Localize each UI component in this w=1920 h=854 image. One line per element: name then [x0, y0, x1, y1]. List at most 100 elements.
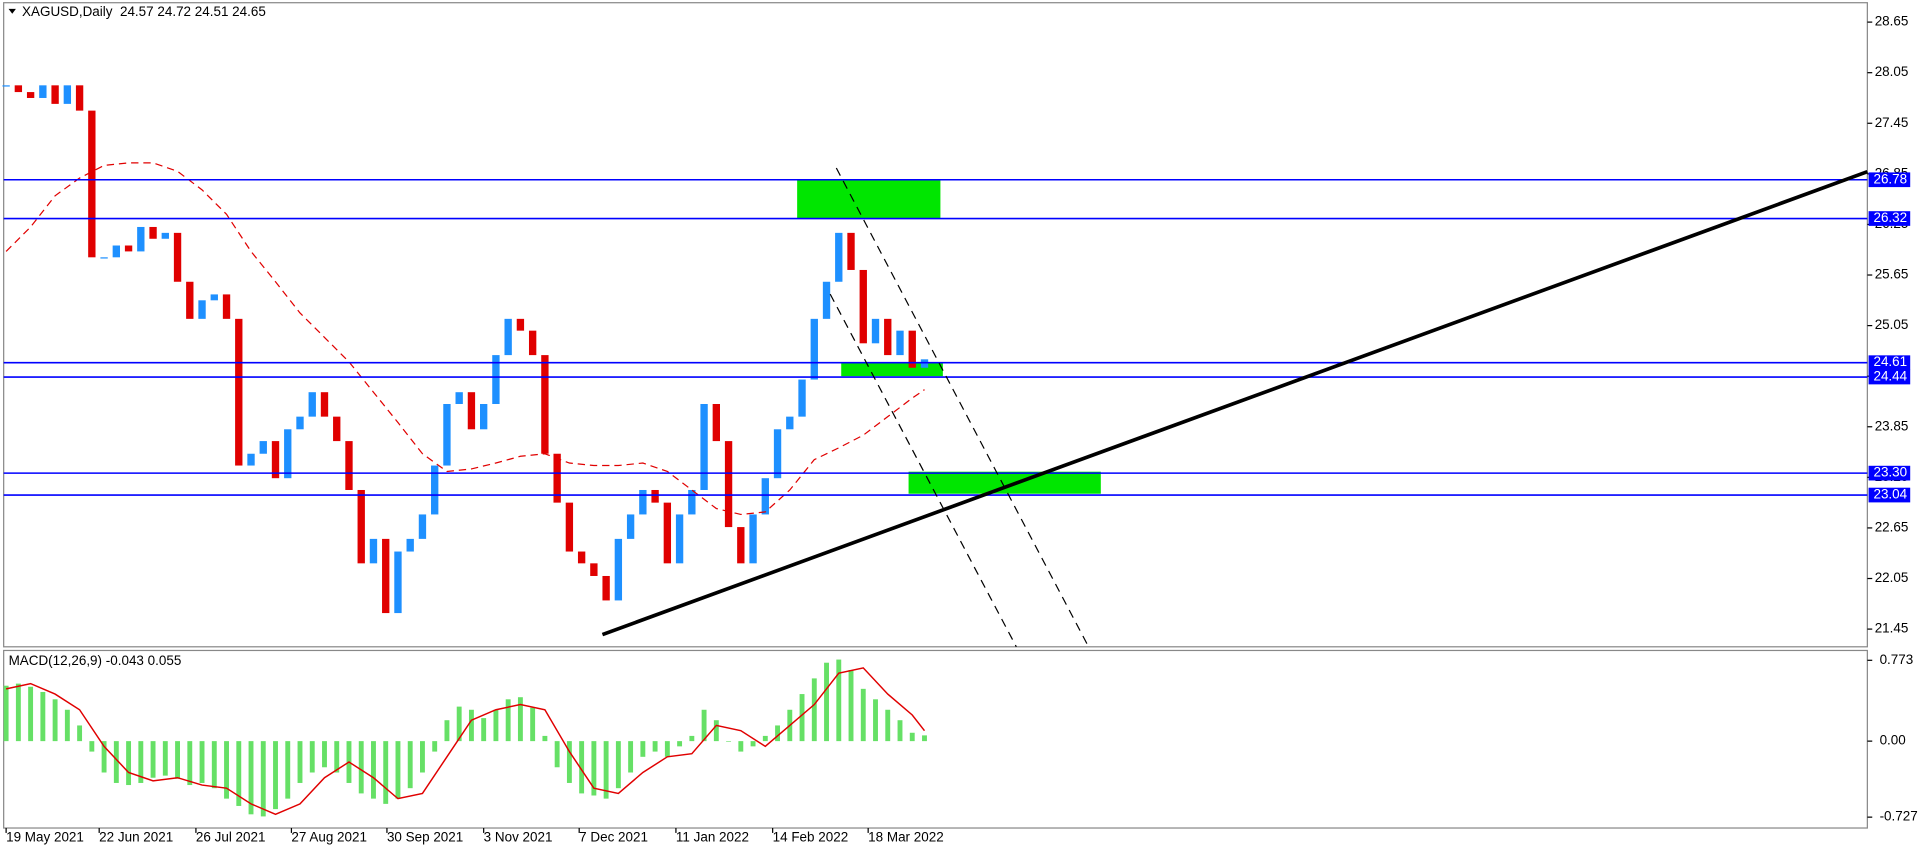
candle: [749, 514, 757, 564]
macd-bar: [150, 741, 156, 778]
candle: [210, 294, 218, 301]
y-tick-label: 22.65: [1875, 519, 1909, 534]
macd-bar: [873, 699, 878, 742]
macd-bar: [713, 720, 719, 742]
x-tick-label: 19 May 2021: [6, 829, 84, 844]
level-tag: [1868, 487, 1911, 503]
candle: [186, 281, 194, 319]
candle: [333, 416, 341, 442]
candle: [847, 232, 855, 270]
candle: [528, 330, 537, 356]
candle: [100, 257, 108, 259]
candle: [2, 85, 10, 87]
y-tick-label: 21.45: [1875, 621, 1909, 636]
candle: [271, 441, 280, 479]
y-tick-label: 0.00: [1880, 733, 1906, 748]
candle: [173, 232, 182, 282]
level-label: 26.78: [1873, 171, 1907, 186]
level-tag: [1868, 211, 1911, 226]
candle: [222, 294, 231, 319]
candle: [577, 551, 586, 564]
macd-bar: [762, 735, 768, 742]
macd-bar: [113, 741, 119, 783]
macd-bar: [481, 718, 487, 742]
macd-bar: [285, 741, 291, 799]
macd-bar: [860, 688, 866, 742]
level-tag: [1868, 355, 1911, 371]
candle: [149, 226, 157, 239]
x-tick-label: 22 Jun 2021: [99, 829, 173, 844]
macd-bar: [40, 691, 46, 742]
macd-bar: [493, 709, 499, 742]
candle: [614, 538, 623, 601]
candle: [700, 404, 708, 490]
candle: [63, 85, 72, 104]
candle: [859, 269, 867, 344]
y-tick-label: 27.45: [1875, 115, 1909, 130]
candle: [590, 563, 598, 576]
y-tick-label: 23.85: [1875, 418, 1909, 433]
candle: [382, 538, 390, 614]
y-tick-label: 25.05: [1875, 317, 1909, 332]
macd-bar: [909, 732, 915, 742]
macd-bar: [407, 741, 413, 789]
macd-bar: [138, 741, 144, 783]
candle: [357, 489, 365, 564]
candle: [75, 85, 84, 111]
macd-bar: [383, 741, 389, 804]
candle: [492, 355, 500, 405]
macd-bar: [897, 720, 903, 742]
macd-bar: [591, 741, 597, 796]
macd-bar: [28, 686, 34, 742]
candle: [737, 527, 745, 564]
level-label: 23.30: [1873, 465, 1907, 480]
candle: [467, 392, 476, 430]
price-pane: [3, 2, 1868, 648]
zone: [908, 471, 1101, 494]
candle: [553, 453, 561, 503]
macd-bar: [726, 741, 732, 742]
x-tick-label: 3 Nov 2021: [484, 829, 553, 844]
macd-bar: [371, 741, 376, 799]
level-label: 23.04: [1873, 487, 1907, 502]
x-tick-label: 30 Sep 2021: [387, 829, 463, 844]
candle: [259, 441, 267, 454]
macd-bar: [101, 741, 107, 773]
candle: [14, 85, 23, 93]
candle: [443, 404, 451, 466]
trend-line: [601, 169, 1868, 637]
macd-bar: [811, 678, 817, 742]
macd-bar: [505, 699, 511, 742]
macd-bar: [64, 709, 70, 742]
candle: [455, 392, 463, 405]
candle: [235, 318, 243, 466]
candle: [541, 355, 549, 454]
candle: [565, 502, 574, 552]
chart-header: XAGUSD,Daily 24.57 24.72 24.51 24.65: [22, 4, 266, 19]
macd-bar: [3, 685, 9, 742]
macd-bar: [211, 741, 217, 789]
macd-pane: [3, 649, 1868, 829]
candle: [112, 245, 120, 258]
macd-bar: [395, 741, 401, 799]
candle: [161, 232, 169, 239]
candle: [516, 318, 525, 331]
candle: [822, 281, 831, 319]
candle: [137, 226, 145, 252]
macd-bar: [566, 741, 572, 783]
macd-bar: [664, 741, 670, 757]
macd-bar: [420, 741, 425, 773]
candle: [247, 453, 255, 466]
candle: [320, 392, 329, 417]
candle: [198, 300, 206, 319]
y-tick-label: 22.05: [1875, 570, 1909, 585]
candle: [639, 489, 647, 515]
candle: [296, 416, 304, 430]
level-tag: [1868, 172, 1911, 188]
candle: [39, 85, 47, 98]
zone: [797, 180, 941, 219]
macd-bar: [603, 741, 609, 799]
macd-bar: [554, 741, 560, 768]
